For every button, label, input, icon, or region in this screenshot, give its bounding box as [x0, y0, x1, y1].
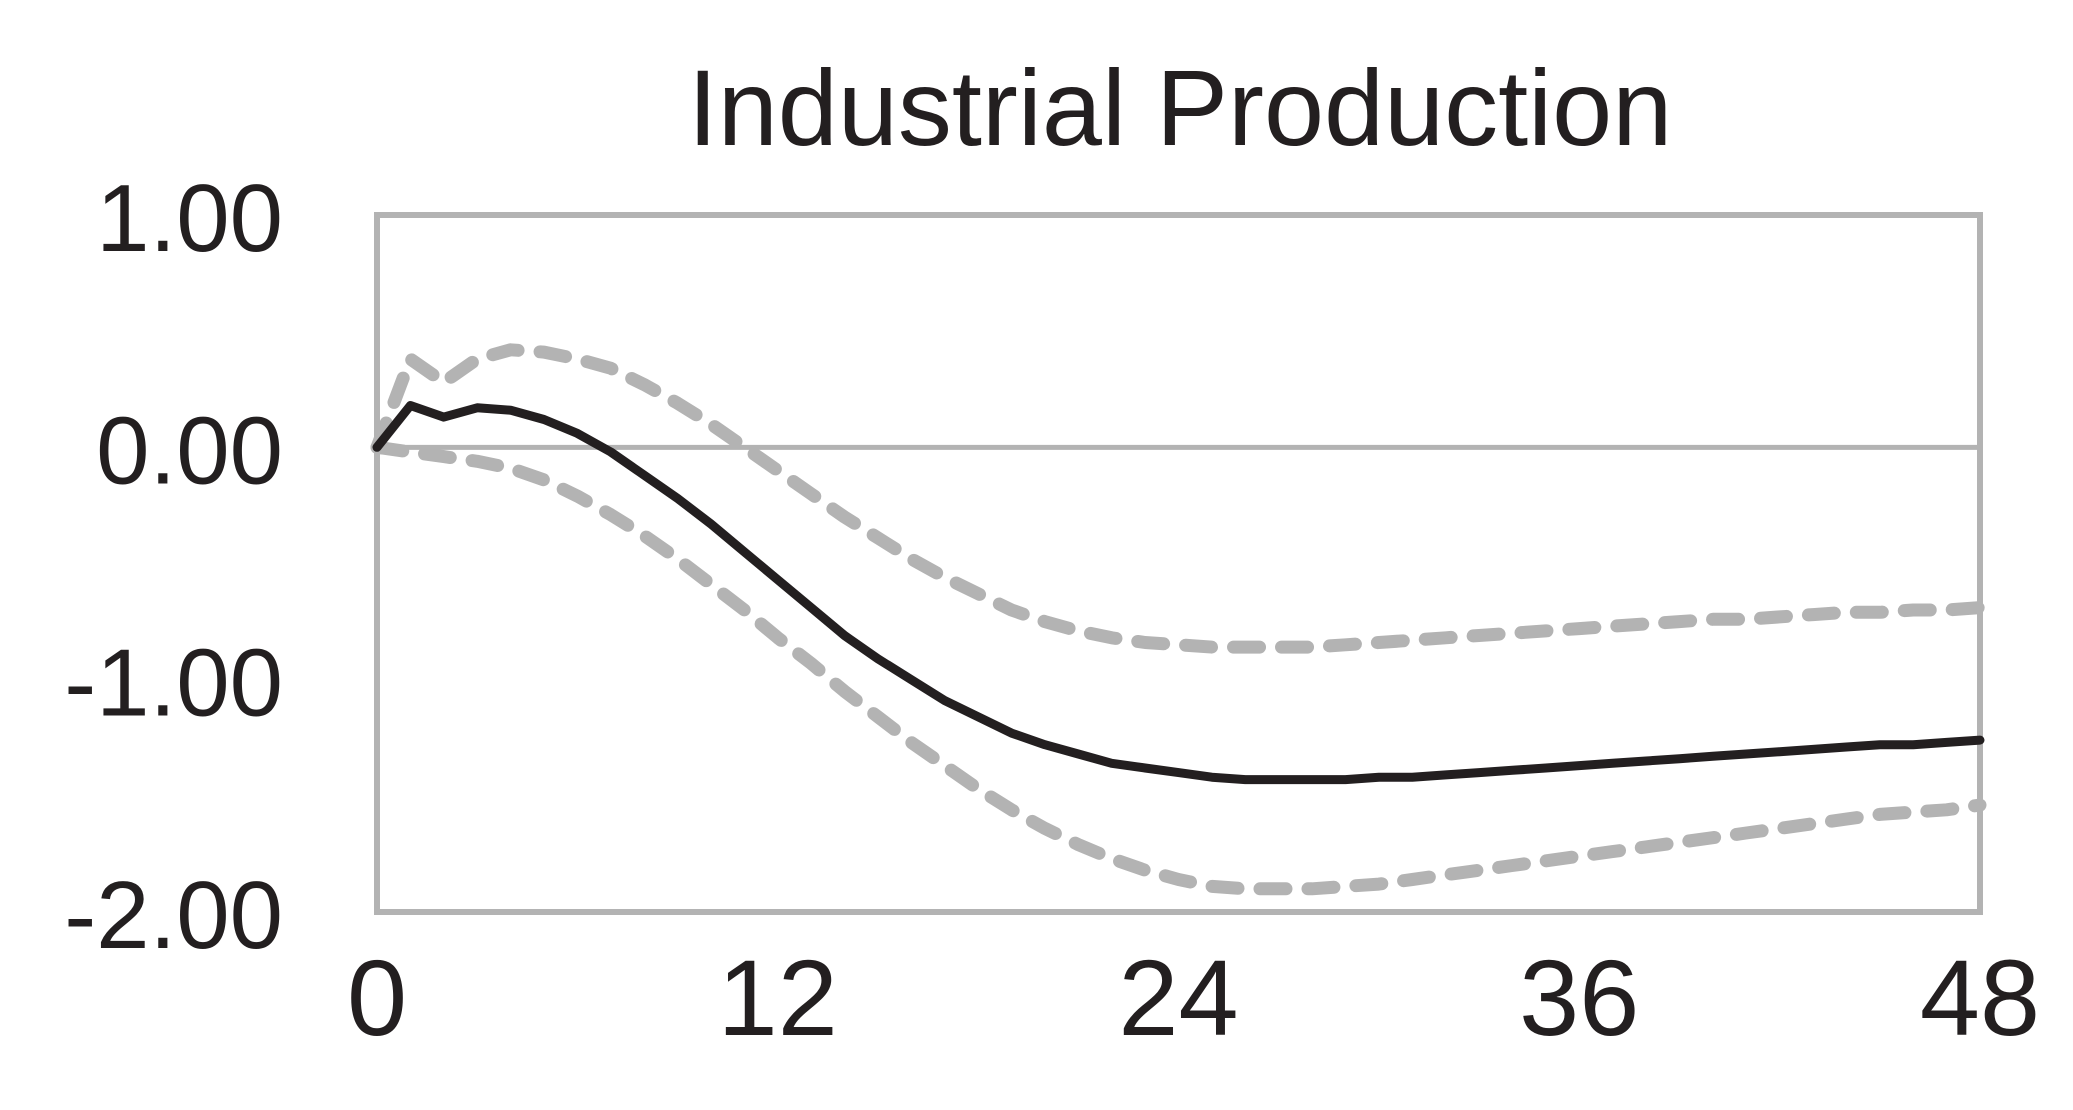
- y-tick-label: 1.00: [96, 165, 283, 272]
- lower-band-line: [370, 440, 1987, 896]
- x-tick-label: 48: [1920, 937, 2040, 1058]
- x-tick-label: 36: [1519, 937, 1639, 1058]
- y-tick-label: -2.00: [64, 862, 283, 969]
- response-lines: [372, 401, 1985, 785]
- y-tick-label: 0.00: [96, 397, 283, 504]
- x-tick-label: 0: [347, 937, 407, 1058]
- impulse-response-line: [372, 401, 1985, 785]
- upper-band-line: [370, 343, 1987, 654]
- x-tick-label: 12: [718, 937, 838, 1058]
- y-tick-label: -1.00: [64, 630, 283, 737]
- tick-labels: 1.00 0.00 -1.00 -2.00 0 12 24 36 48: [64, 165, 2040, 1058]
- axes: [374, 212, 1983, 915]
- confidence-bands: [370, 343, 1987, 896]
- chart-title: Industrial Production: [688, 47, 1673, 168]
- x-tick-label: 24: [1118, 937, 1238, 1058]
- plot-frame: [374, 212, 1983, 915]
